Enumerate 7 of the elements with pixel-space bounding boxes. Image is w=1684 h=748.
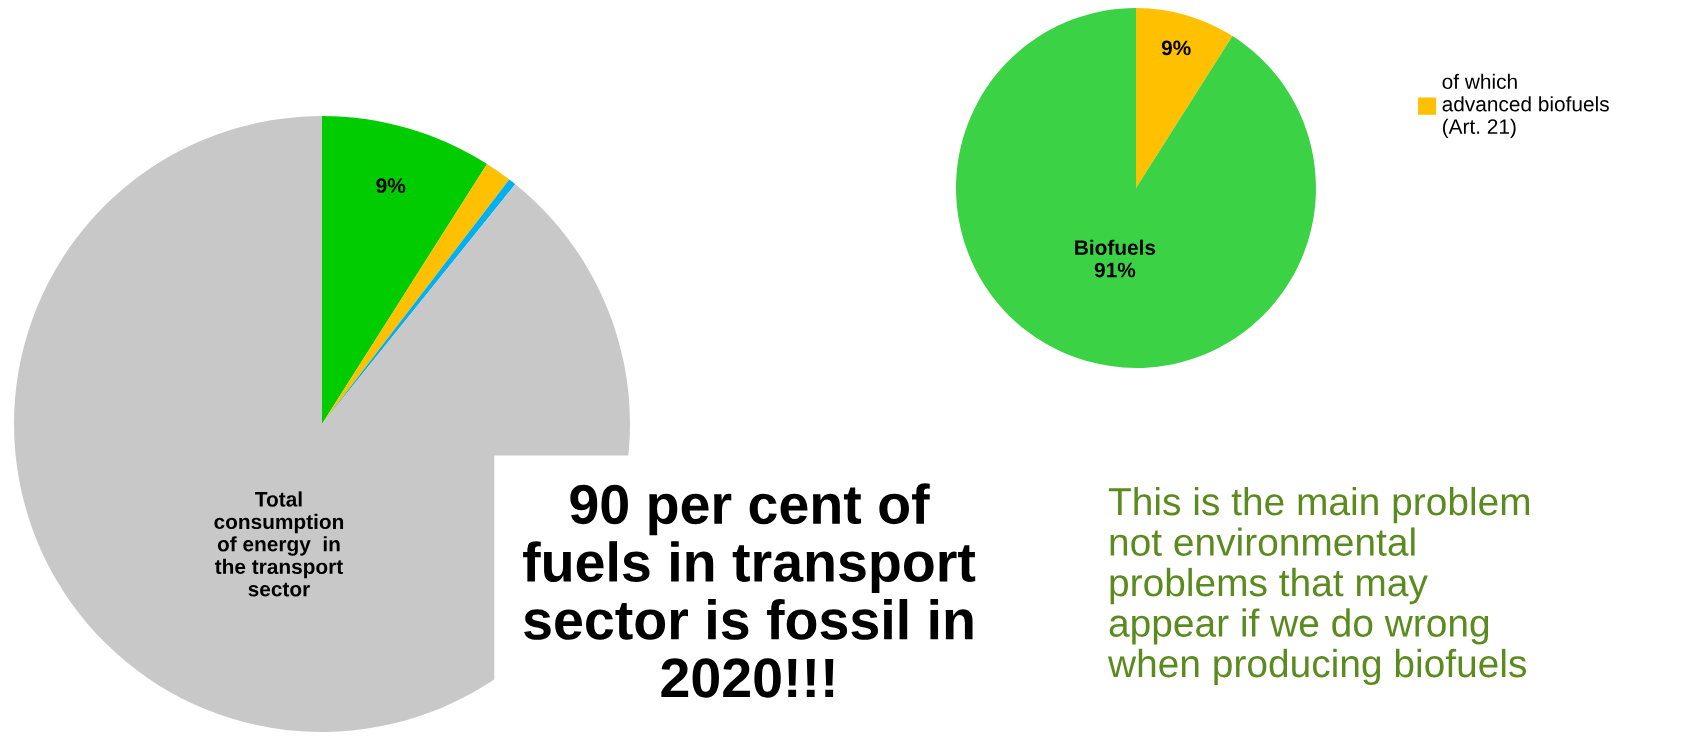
data-label: Biofuels 91% <box>1075 239 1156 278</box>
legend-label: of which advanced biofuels (Art. 21) <box>1442 73 1609 139</box>
text: This is the main problem not environmental problems that may appear if we do wrong when producing biofuels <box>1107 486 1530 686</box>
text: 90 per cent of fuels in transport sector is fossil in 2020!!! <box>523 483 976 698</box>
data-label: 9% <box>376 178 406 193</box>
data-label: 9% <box>1161 40 1191 56</box>
data-label: Total consumption of energy in the transport sector <box>214 491 344 597</box>
